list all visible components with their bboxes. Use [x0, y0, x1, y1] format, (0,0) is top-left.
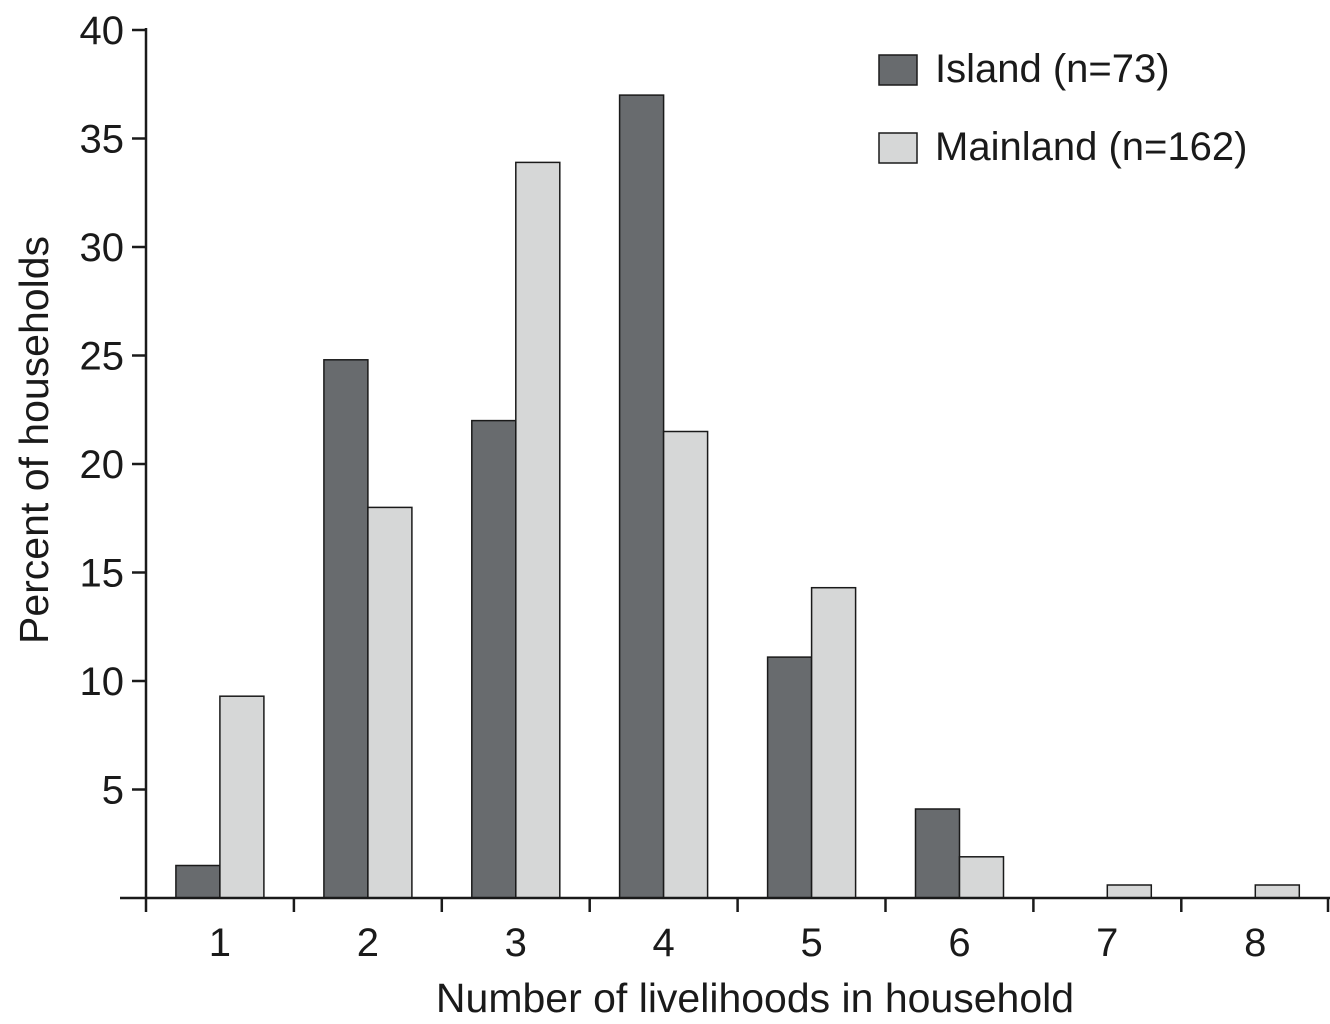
x-tick-label-5: 5 — [800, 921, 822, 965]
legend-swatch-island — [878, 54, 918, 86]
x-tick-label-2: 2 — [357, 921, 379, 965]
legend-swatch-mainland — [878, 132, 918, 164]
y-tick-label-35: 35 — [80, 118, 125, 162]
bar-mainland-6 — [958, 856, 1005, 899]
bar-mainland-3 — [515, 161, 561, 899]
bar-mainland-1 — [219, 695, 265, 899]
bar-mainland-2 — [367, 506, 413, 899]
bar-mainland-8 — [1254, 884, 1301, 899]
x-tick-label-1: 1 — [209, 921, 231, 965]
x-tick-label-8: 8 — [1244, 921, 1266, 965]
y-tick-label-25: 25 — [80, 335, 125, 379]
y-tick-label-40: 40 — [80, 9, 125, 53]
y-axis-title: Percent of households — [11, 236, 57, 644]
bar-island-3 — [471, 419, 517, 899]
bar-island-6 — [914, 808, 961, 899]
y-tick-label-10: 10 — [80, 660, 125, 704]
x-axis-title: Number of livelihoods in household — [436, 975, 1074, 1019]
x-tick-label-7: 7 — [1096, 921, 1118, 965]
y-tick-label-5: 5 — [102, 769, 124, 813]
bars-layer — [175, 94, 1301, 899]
x-tick-label-6: 6 — [948, 921, 970, 965]
bar-island-5 — [766, 656, 813, 899]
legend-label-mainland: Mainland (n=162) — [935, 125, 1247, 169]
bar-mainland-4 — [662, 430, 709, 899]
bar-island-2 — [323, 359, 369, 899]
bar-mainland-7 — [1106, 884, 1153, 899]
y-tick-label-15: 15 — [80, 552, 125, 596]
y-tick-label-20: 20 — [80, 443, 125, 487]
legend-label-island: Island (n=73) — [935, 47, 1170, 91]
bar-island-4 — [618, 94, 665, 899]
ticks-layer: 5 10 15 20 25 30 35 40 1 2 3 4 5 6 7 8 — [80, 9, 1330, 965]
bar-island-1 — [175, 864, 221, 899]
y-tick-label-30: 30 — [80, 226, 125, 270]
x-tick-label-4: 4 — [652, 921, 674, 965]
bar-mainland-5 — [810, 586, 857, 899]
legend: Island (n=73) Mainland (n=162) — [878, 47, 1247, 169]
x-tick-label-3: 3 — [505, 921, 527, 965]
